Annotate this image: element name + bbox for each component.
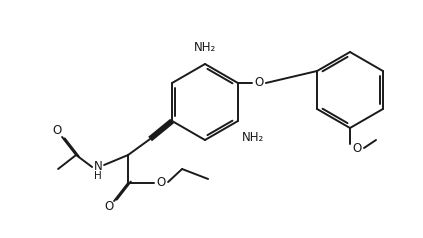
Text: O: O	[352, 142, 362, 154]
Text: O: O	[52, 124, 62, 138]
Text: N: N	[94, 160, 102, 174]
Text: O: O	[157, 175, 166, 188]
Text: O: O	[104, 200, 114, 213]
Text: NH₂: NH₂	[194, 41, 216, 54]
Text: O: O	[254, 75, 264, 89]
Text: H: H	[94, 171, 102, 181]
Text: NH₂: NH₂	[242, 131, 264, 144]
